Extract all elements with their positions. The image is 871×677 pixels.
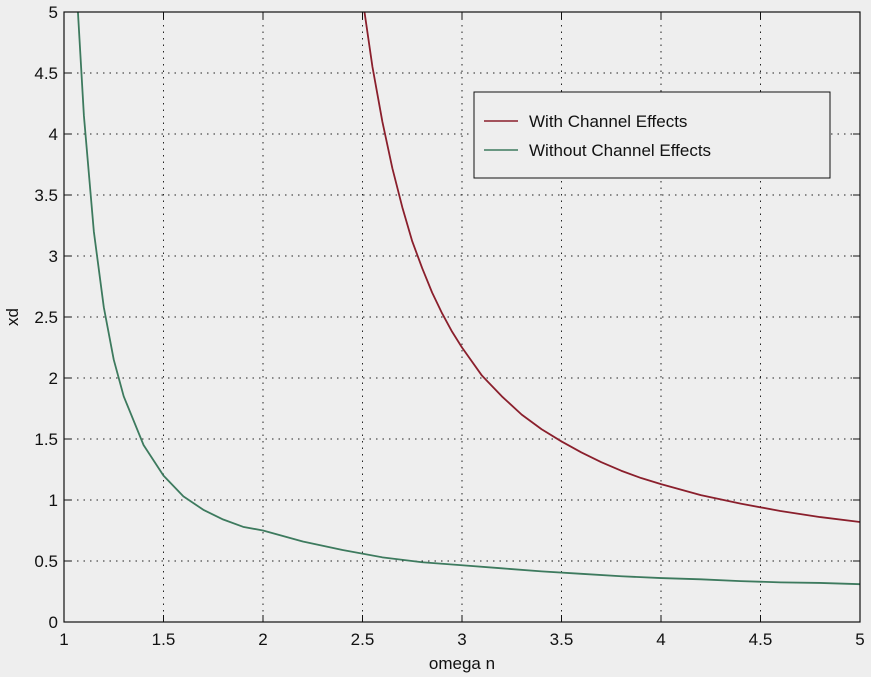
y-tick-label: 1 [49,491,58,510]
x-tick-label: 4.5 [749,630,773,649]
legend-box [473,91,831,179]
legend-label-without-channel-effects: Without Channel Effects [529,141,711,160]
x-tick-label: 2.5 [351,630,375,649]
y-tick-label: 4.5 [34,64,58,83]
y-axis-label: xd [3,308,22,326]
y-tick-label: 2 [49,369,58,388]
y-tick-label: 3.5 [34,186,58,205]
x-tick-label: 2 [258,630,267,649]
series-line-without-channel-effects [77,11,861,586]
y-tick-label: 0 [49,613,58,632]
x-axis-label: omega n [429,654,495,673]
x-tick-label: 1 [59,630,68,649]
x-tick-label: 4 [656,630,665,649]
y-tick-label: 0.5 [34,552,58,571]
x-tick-label: 5 [855,630,864,649]
x-tick-label: 1.5 [152,630,176,649]
x-tick-label: 3 [457,630,466,649]
y-tick-label: 3 [49,247,58,266]
x-tick-label: 3.5 [550,630,574,649]
legend-label-with-channel-effects: With Channel Effects [529,112,687,131]
series-layer [77,11,861,586]
ticks [63,11,861,623]
legend: With Channel Effects Without Channel Eff… [473,91,831,179]
grid [64,12,860,622]
y-tick-label: 1.5 [34,430,58,449]
y-tick-label: 4 [49,125,58,144]
series-line-with-channel-effects [363,11,861,523]
y-tick-label: 5 [49,3,58,22]
y-tick-label: 2.5 [34,308,58,327]
tick-labels: 1 1.5 2 2.5 3 3.5 4 4.5 5 0 0.5 1 1.5 2 2.5 3 3.5 4 4.5 5 [34,3,864,649]
